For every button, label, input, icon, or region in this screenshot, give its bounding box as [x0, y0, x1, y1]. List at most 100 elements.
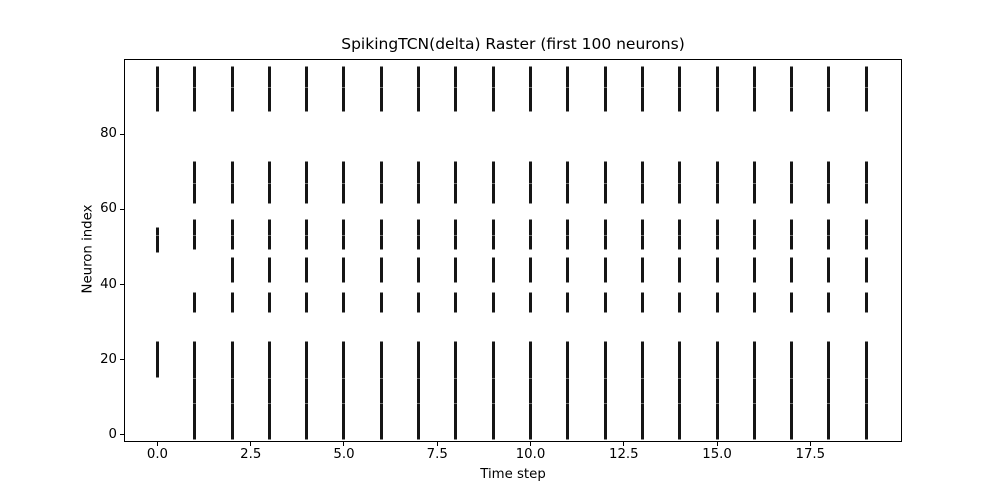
marker-seam [230, 377, 234, 379]
spike-segment [529, 340, 533, 440]
spike-segment [155, 340, 159, 378]
spike-segment [267, 291, 271, 313]
marker-seam [230, 87, 234, 89]
spike-segment [678, 291, 682, 313]
marker-seam [678, 403, 682, 404]
marker-seam [193, 377, 197, 379]
marker-seam [827, 403, 831, 404]
marker-seam [864, 377, 868, 379]
marker-seam [790, 87, 794, 89]
spike-segment [566, 160, 570, 205]
x-tick-label: 0.0 [146, 447, 169, 462]
marker-seam [193, 182, 197, 184]
marker-seam [417, 182, 421, 184]
marker-seam [491, 182, 495, 184]
marker-seam [566, 87, 570, 89]
marker-seam [640, 403, 644, 404]
spike-segment [155, 65, 159, 113]
marker-seam [790, 182, 794, 184]
spike-segment [678, 160, 682, 205]
marker-seam [715, 234, 719, 236]
marker-seam [491, 234, 495, 236]
spike-segment [454, 65, 458, 113]
spike-segment [379, 291, 383, 313]
marker-seam [640, 182, 644, 184]
spike-segment [417, 219, 421, 250]
spike-segment [640, 160, 644, 205]
y-tick-label: 60 [100, 201, 117, 217]
spike-segment [491, 65, 495, 113]
marker-seam [827, 182, 831, 184]
spike-segment [827, 257, 831, 283]
spike-segment [678, 65, 682, 113]
marker-seam [454, 182, 458, 184]
spike-segment [678, 257, 682, 283]
spike-segment [640, 291, 644, 313]
spike-segment [864, 291, 868, 313]
spike-segment [752, 65, 756, 113]
marker-seam [678, 377, 682, 379]
x-tick [716, 442, 718, 446]
marker-seam [715, 87, 719, 89]
spike-segment [230, 340, 234, 440]
marker-seam [678, 182, 682, 184]
spike-segment [417, 291, 421, 313]
y-tick [120, 208, 124, 210]
marker-seam [640, 377, 644, 379]
spike-segment [640, 340, 644, 440]
spike-segment [155, 226, 159, 253]
x-tick-label: 2.5 [240, 447, 262, 462]
marker-seam [827, 234, 831, 236]
spike-segment [640, 219, 644, 250]
marker-seam [417, 377, 421, 379]
spike-segment [193, 65, 197, 113]
x-tick [623, 442, 625, 446]
marker-seam [267, 403, 271, 404]
x-tick [809, 442, 811, 446]
x-tick-label: 15.0 [702, 447, 732, 462]
spike-segment [566, 65, 570, 113]
marker-seam [379, 234, 383, 236]
spike-segment [454, 340, 458, 440]
spike-segment [752, 257, 756, 283]
marker-seam [342, 234, 346, 236]
spike-segment [752, 160, 756, 205]
spike-segment [640, 65, 644, 113]
marker-seam [790, 377, 794, 379]
spike-segment [715, 65, 719, 113]
spike-segment [827, 160, 831, 205]
marker-seam [529, 377, 533, 379]
spike-segment [305, 340, 309, 440]
spike-segment [267, 160, 271, 205]
x-tick-label: 12.5 [608, 447, 639, 462]
marker-seam [379, 87, 383, 89]
marker-seam [752, 87, 756, 89]
marker-seam [566, 234, 570, 236]
spike-segment [752, 219, 756, 250]
marker-seam [454, 234, 458, 236]
marker-seam [305, 377, 309, 379]
spike-segment [342, 160, 346, 205]
spike-segment [603, 65, 607, 113]
y-tick [120, 284, 124, 286]
marker-seam [752, 182, 756, 184]
marker-seam [342, 377, 346, 379]
x-tick-label: 17.5 [795, 447, 826, 462]
marker-seam [491, 403, 495, 404]
x-tick [436, 442, 438, 446]
spike-segment [529, 291, 533, 313]
x-tick [156, 442, 158, 446]
marker-seam [752, 234, 756, 236]
spike-segment [715, 160, 719, 205]
marker-seam [379, 182, 383, 184]
marker-seam [155, 234, 159, 236]
spike-segment [529, 257, 533, 283]
marker-seam [230, 403, 234, 404]
spike-segment [379, 160, 383, 205]
spike-segment [603, 160, 607, 205]
marker-seam [603, 234, 607, 236]
spike-segment [417, 65, 421, 113]
spike-segment [267, 257, 271, 283]
y-tick-label: 40 [100, 276, 117, 292]
spike-segment [342, 65, 346, 113]
